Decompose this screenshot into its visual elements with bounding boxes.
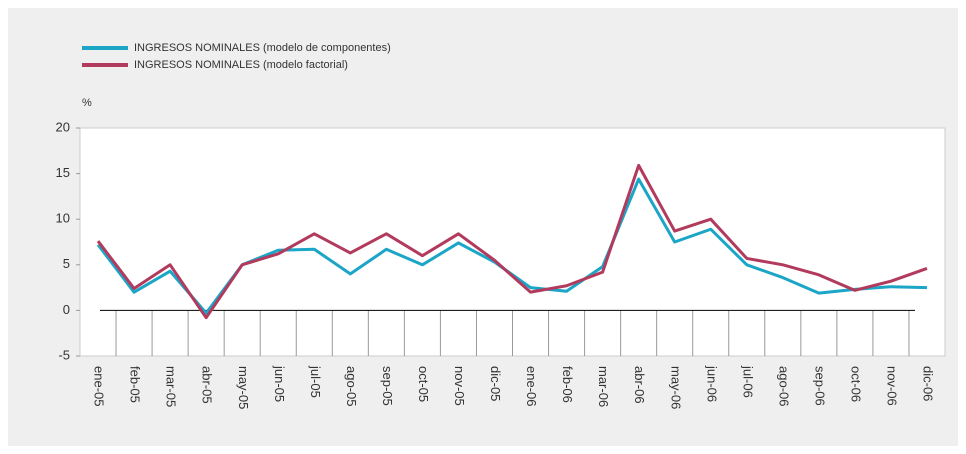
x-tick-label: abr-06	[632, 366, 647, 404]
y-tick-label: -5	[58, 347, 70, 362]
y-tick-label: 15	[56, 165, 70, 180]
y-axis-label: %	[82, 97, 92, 109]
x-tick-label: jun-05	[272, 365, 287, 402]
x-tick-label: abr-05	[200, 366, 215, 404]
x-tick-label: sep-06	[812, 366, 827, 406]
x-tick-label: ene-06	[524, 366, 539, 406]
x-tick-label: ago-06	[776, 366, 791, 406]
x-tick-label: may-05	[236, 366, 251, 409]
x-tick-label: jul-05	[308, 365, 323, 398]
x-tick-label: dic-06	[921, 366, 936, 401]
x-tick-label: ene-05	[92, 366, 107, 406]
x-tick-label: mar-05	[164, 366, 179, 407]
x-tick-label: jun-06	[704, 365, 719, 402]
y-tick-label: 5	[63, 256, 70, 271]
x-tick-label: jul-06	[740, 365, 755, 398]
x-tick-label: feb-06	[560, 366, 575, 403]
x-tick-label: nov-06	[885, 366, 900, 406]
x-tick-label: oct-05	[416, 366, 431, 402]
y-tick-label: 0	[63, 302, 70, 317]
x-tick-label: sep-05	[380, 366, 395, 406]
x-tick-label: oct-06	[848, 366, 863, 402]
x-tick-label: nov-05	[452, 366, 467, 406]
legend-label: INGRESOS NOMINALES (modelo factorial)	[134, 59, 348, 71]
series-line	[96, 163, 928, 320]
x-tick-label: may-06	[668, 366, 683, 409]
y-tick-label: 20	[56, 119, 70, 134]
x-tick-label: ago-05	[344, 366, 359, 406]
x-tick-label: dic-05	[488, 366, 503, 401]
y-tick-label: 10	[56, 211, 70, 226]
legend-label: INGRESOS NOMINALES (modelo de componente…	[134, 42, 391, 54]
x-tick-label: feb-05	[128, 366, 143, 403]
x-tick-label: mar-06	[596, 366, 611, 407]
